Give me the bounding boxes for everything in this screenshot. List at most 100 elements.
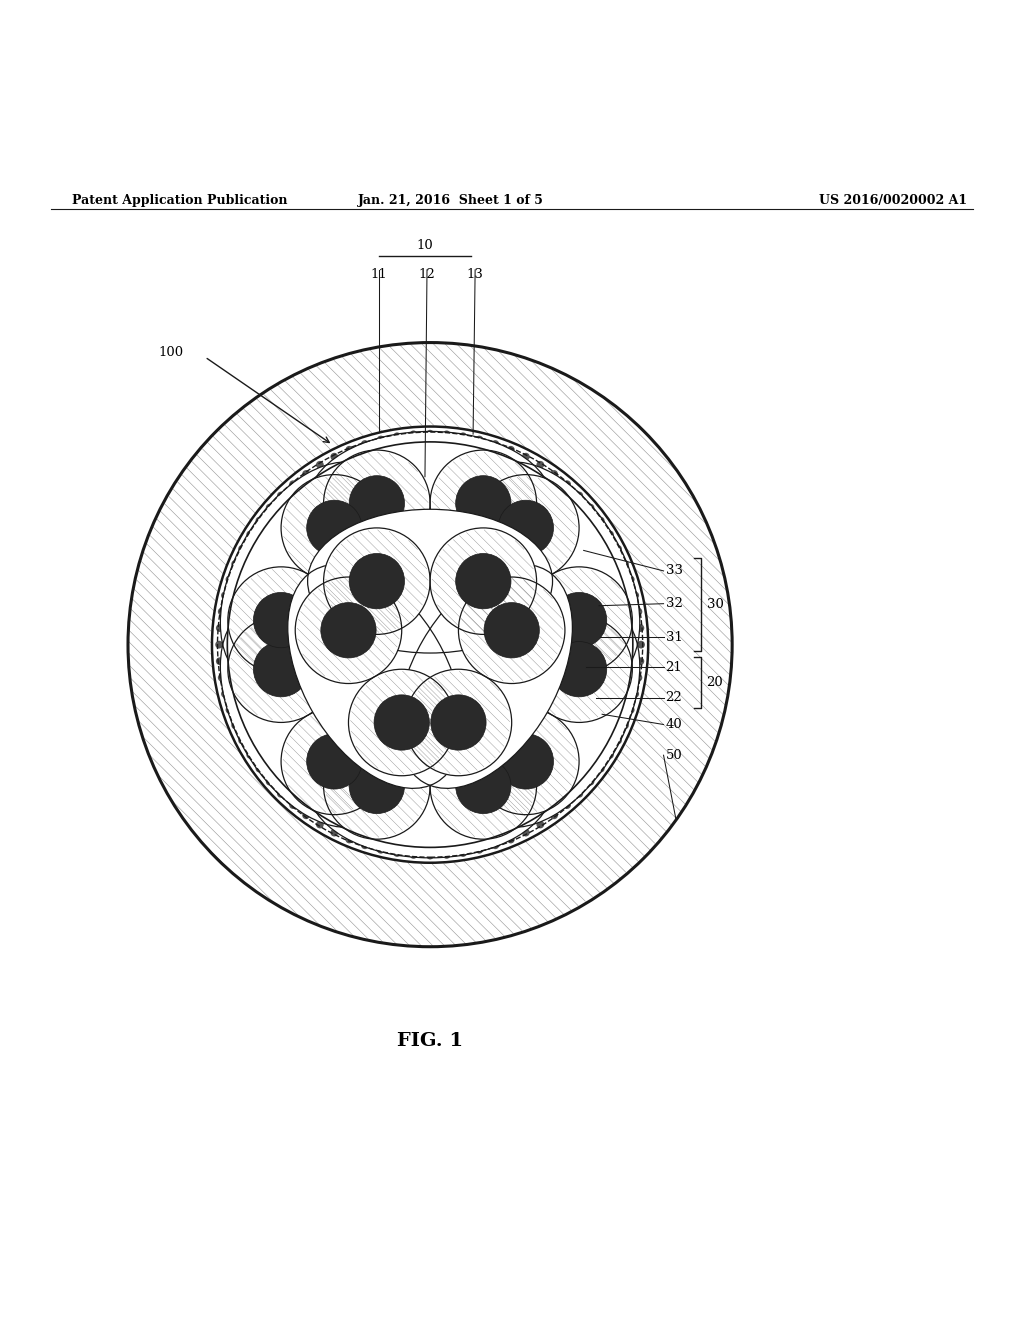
Text: Patent Application Publication: Patent Application Publication	[72, 194, 287, 207]
Circle shape	[278, 491, 285, 499]
Text: US 2016/0020002 A1: US 2016/0020002 A1	[819, 194, 968, 207]
Circle shape	[456, 553, 511, 609]
Circle shape	[316, 821, 324, 829]
Circle shape	[218, 607, 225, 615]
Circle shape	[537, 461, 544, 469]
Circle shape	[526, 566, 633, 673]
Text: 30: 30	[707, 598, 723, 611]
Text: 12: 12	[419, 268, 435, 281]
Text: 33: 33	[666, 565, 683, 577]
Circle shape	[442, 851, 451, 859]
Circle shape	[575, 789, 583, 797]
Circle shape	[216, 624, 223, 632]
Text: Jan. 21, 2016  Sheet 1 of 5: Jan. 21, 2016 Sheet 1 of 5	[357, 194, 544, 207]
Circle shape	[587, 504, 594, 512]
Circle shape	[316, 461, 324, 469]
Circle shape	[306, 734, 361, 789]
Circle shape	[614, 737, 622, 744]
Circle shape	[456, 758, 511, 813]
Circle shape	[606, 751, 613, 759]
Text: 22: 22	[666, 692, 682, 705]
Ellipse shape	[220, 603, 395, 828]
Circle shape	[253, 593, 308, 648]
Circle shape	[406, 669, 512, 776]
Text: 20: 20	[707, 676, 723, 689]
Circle shape	[507, 446, 515, 454]
Ellipse shape	[220, 462, 395, 686]
Circle shape	[227, 566, 334, 673]
Circle shape	[221, 690, 228, 698]
Circle shape	[239, 545, 246, 553]
Text: 21: 21	[666, 661, 682, 673]
Circle shape	[499, 734, 554, 789]
Circle shape	[614, 545, 622, 553]
Circle shape	[377, 846, 385, 854]
Circle shape	[349, 758, 404, 813]
Circle shape	[475, 436, 483, 444]
Circle shape	[637, 624, 644, 632]
Circle shape	[475, 846, 483, 854]
Circle shape	[473, 708, 580, 814]
Text: 31: 31	[666, 631, 682, 644]
Circle shape	[430, 733, 537, 840]
Ellipse shape	[465, 603, 640, 828]
Circle shape	[552, 593, 607, 648]
Circle shape	[597, 516, 604, 524]
Circle shape	[459, 433, 467, 440]
Circle shape	[324, 733, 430, 840]
Circle shape	[393, 849, 401, 857]
Circle shape	[526, 616, 633, 722]
Circle shape	[256, 764, 263, 772]
Circle shape	[459, 577, 565, 684]
Circle shape	[550, 812, 558, 820]
Circle shape	[492, 440, 499, 447]
Circle shape	[627, 706, 635, 714]
Text: 13: 13	[467, 268, 483, 281]
Circle shape	[361, 440, 369, 447]
Circle shape	[302, 470, 310, 478]
Circle shape	[622, 722, 629, 729]
Circle shape	[281, 708, 387, 814]
Circle shape	[215, 640, 223, 648]
Circle shape	[302, 812, 310, 820]
Circle shape	[622, 560, 629, 568]
Ellipse shape	[397, 565, 572, 788]
Circle shape	[231, 560, 239, 568]
Circle shape	[563, 480, 571, 488]
Ellipse shape	[465, 462, 640, 686]
Circle shape	[221, 591, 228, 599]
Circle shape	[431, 694, 486, 750]
Circle shape	[247, 531, 254, 539]
Circle shape	[306, 500, 361, 556]
Circle shape	[442, 430, 451, 438]
Circle shape	[426, 851, 434, 859]
Circle shape	[587, 777, 594, 785]
Circle shape	[552, 642, 607, 697]
Text: 50: 50	[666, 748, 682, 762]
Circle shape	[430, 450, 537, 557]
Circle shape	[321, 603, 376, 657]
Circle shape	[410, 851, 418, 859]
Circle shape	[256, 516, 263, 524]
Circle shape	[635, 607, 642, 615]
Circle shape	[331, 829, 338, 837]
Circle shape	[393, 433, 401, 440]
Circle shape	[266, 504, 273, 512]
Circle shape	[459, 849, 467, 857]
Circle shape	[361, 841, 369, 849]
Circle shape	[575, 491, 583, 499]
Circle shape	[632, 690, 639, 698]
Circle shape	[331, 453, 338, 461]
Text: FIG. 1: FIG. 1	[397, 1032, 463, 1049]
Circle shape	[227, 442, 633, 847]
Circle shape	[637, 640, 645, 648]
Text: 32: 32	[666, 597, 682, 610]
Circle shape	[225, 706, 233, 714]
Text: 40: 40	[666, 718, 682, 731]
Circle shape	[635, 673, 642, 681]
Circle shape	[537, 821, 544, 829]
Circle shape	[637, 657, 644, 665]
Circle shape	[484, 603, 540, 657]
Circle shape	[239, 737, 246, 744]
Circle shape	[289, 801, 297, 809]
